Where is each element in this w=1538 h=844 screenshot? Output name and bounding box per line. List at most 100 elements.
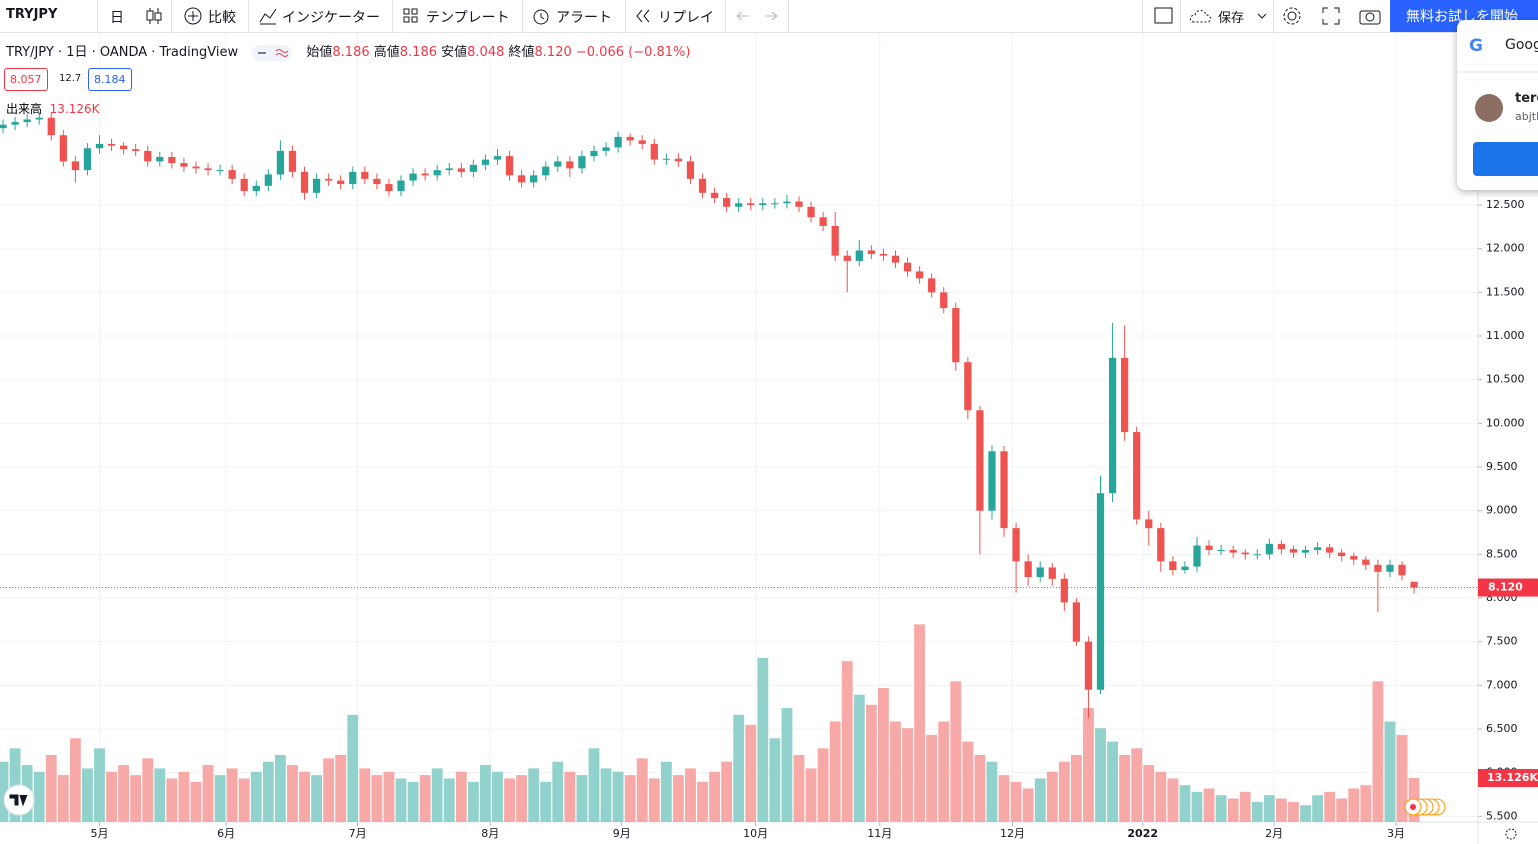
candle-body [855, 250, 863, 261]
candle-body [1108, 357, 1117, 494]
volume-bar [685, 768, 696, 822]
candle-icon[interactable] [145, 6, 163, 26]
y-tick-label: 5.500 [1486, 809, 1518, 822]
candle-body [542, 166, 550, 176]
volume-bar [274, 755, 286, 822]
y-tick-label: 6.500 [1486, 722, 1518, 735]
interval[interactable]: 日 [110, 10, 124, 26]
volume-bar [926, 734, 938, 822]
volume-bar [504, 778, 515, 822]
camera-icon[interactable] [1358, 6, 1382, 26]
volume-bar [82, 768, 93, 822]
candle-body [505, 156, 514, 176]
candle-body [1410, 581, 1418, 588]
candle-body [216, 170, 224, 172]
candle-body [397, 180, 405, 192]
replay[interactable]: リプレイ [658, 10, 714, 26]
volume-bar [1155, 771, 1167, 822]
volume-bar [841, 661, 853, 822]
volume-bar [1167, 778, 1179, 822]
volume-bar [733, 714, 745, 822]
compare[interactable]: 比較 [208, 10, 236, 26]
save[interactable]: 保存 [1218, 11, 1245, 26]
continue-button[interactable] [1473, 142, 1538, 176]
volume-bar [190, 781, 202, 822]
volume-bar [1288, 801, 1299, 822]
tv-logo [3, 784, 35, 816]
replay-icon[interactable] [634, 6, 654, 26]
template-icon[interactable] [402, 6, 420, 26]
volume-bar [492, 771, 503, 822]
legend: TRY/JPY · 1日 · OANDA · TradingView 始値8.1… [6, 41, 690, 62]
candle-body [421, 173, 429, 176]
indicator-icon[interactable] [258, 6, 278, 26]
dropdown[interactable] [1256, 6, 1268, 26]
alert[interactable]: アラート [556, 10, 612, 26]
candle-body [1326, 547, 1334, 553]
candle-body [807, 206, 815, 218]
candle-body [831, 225, 839, 256]
candle-body [1193, 545, 1201, 567]
y-tick-label: 7.000 [1486, 678, 1518, 691]
candle-body [180, 163, 188, 167]
volume-bar [1215, 795, 1227, 822]
undo-redo[interactable] [733, 6, 783, 26]
symbol[interactable]: TRYJPY [6, 7, 58, 22]
alert-icon[interactable] [531, 6, 551, 26]
candle-body [1036, 567, 1044, 578]
volume-bar [672, 775, 684, 822]
settings-icon[interactable] [1281, 5, 1303, 27]
candle-body [264, 174, 272, 186]
candle-body [59, 135, 67, 162]
buy-box[interactable]: 8.184 [88, 68, 132, 91]
volume-bar [1348, 788, 1360, 822]
cloud-icon[interactable] [1188, 6, 1218, 26]
volume-bar [1239, 791, 1251, 822]
volume-bar [1010, 781, 1022, 822]
open-value: 8.186 [332, 45, 370, 60]
volume-bar [443, 778, 455, 822]
legend-icons[interactable] [252, 44, 293, 62]
indicators[interactable]: インジケーター [282, 10, 380, 26]
volume-bar [1336, 798, 1348, 822]
sell-box[interactable]: 8.057 [4, 68, 48, 91]
volume-bar [142, 758, 154, 822]
candle-body [1096, 493, 1105, 690]
fullscreen-icon[interactable] [1321, 6, 1341, 26]
candle-body [481, 159, 490, 165]
volume-bar [94, 748, 105, 822]
volume-bar [335, 755, 347, 822]
volume-bar [1251, 801, 1263, 822]
x-tick-label: 2月 [1265, 827, 1283, 840]
candle-body [1181, 566, 1189, 571]
candle-body [1253, 554, 1261, 556]
x-tick-label: 12月 [1000, 827, 1025, 840]
y-tick-label: 12.500 [1486, 198, 1525, 211]
volume-bar [238, 778, 250, 822]
x-tick-label: 8月 [481, 827, 499, 840]
volume-axis-label: 13.126K [1487, 771, 1538, 784]
templates[interactable]: テンプレート [426, 10, 510, 26]
volume-bar [902, 728, 913, 822]
candle-body [517, 175, 526, 183]
volume-box [1478, 769, 1538, 788]
volume-bar [612, 771, 624, 822]
volume-bar [383, 771, 395, 822]
volume-bar [805, 768, 817, 822]
volume-bar [1203, 788, 1215, 822]
candle-body [928, 278, 936, 293]
volume-bar [1119, 755, 1131, 822]
low-value: 8.048 [467, 45, 505, 60]
candle-body [252, 185, 260, 192]
volume-bar [455, 771, 467, 822]
candle-body [1060, 578, 1068, 603]
candle-body [300, 171, 309, 193]
candle-body [891, 255, 900, 263]
layout-icon[interactable] [1154, 6, 1174, 26]
volume-bar [540, 781, 552, 822]
compare-icon[interactable] [183, 6, 203, 26]
candle-body [710, 192, 719, 199]
candle-body [156, 157, 164, 162]
candle-body [325, 178, 333, 181]
